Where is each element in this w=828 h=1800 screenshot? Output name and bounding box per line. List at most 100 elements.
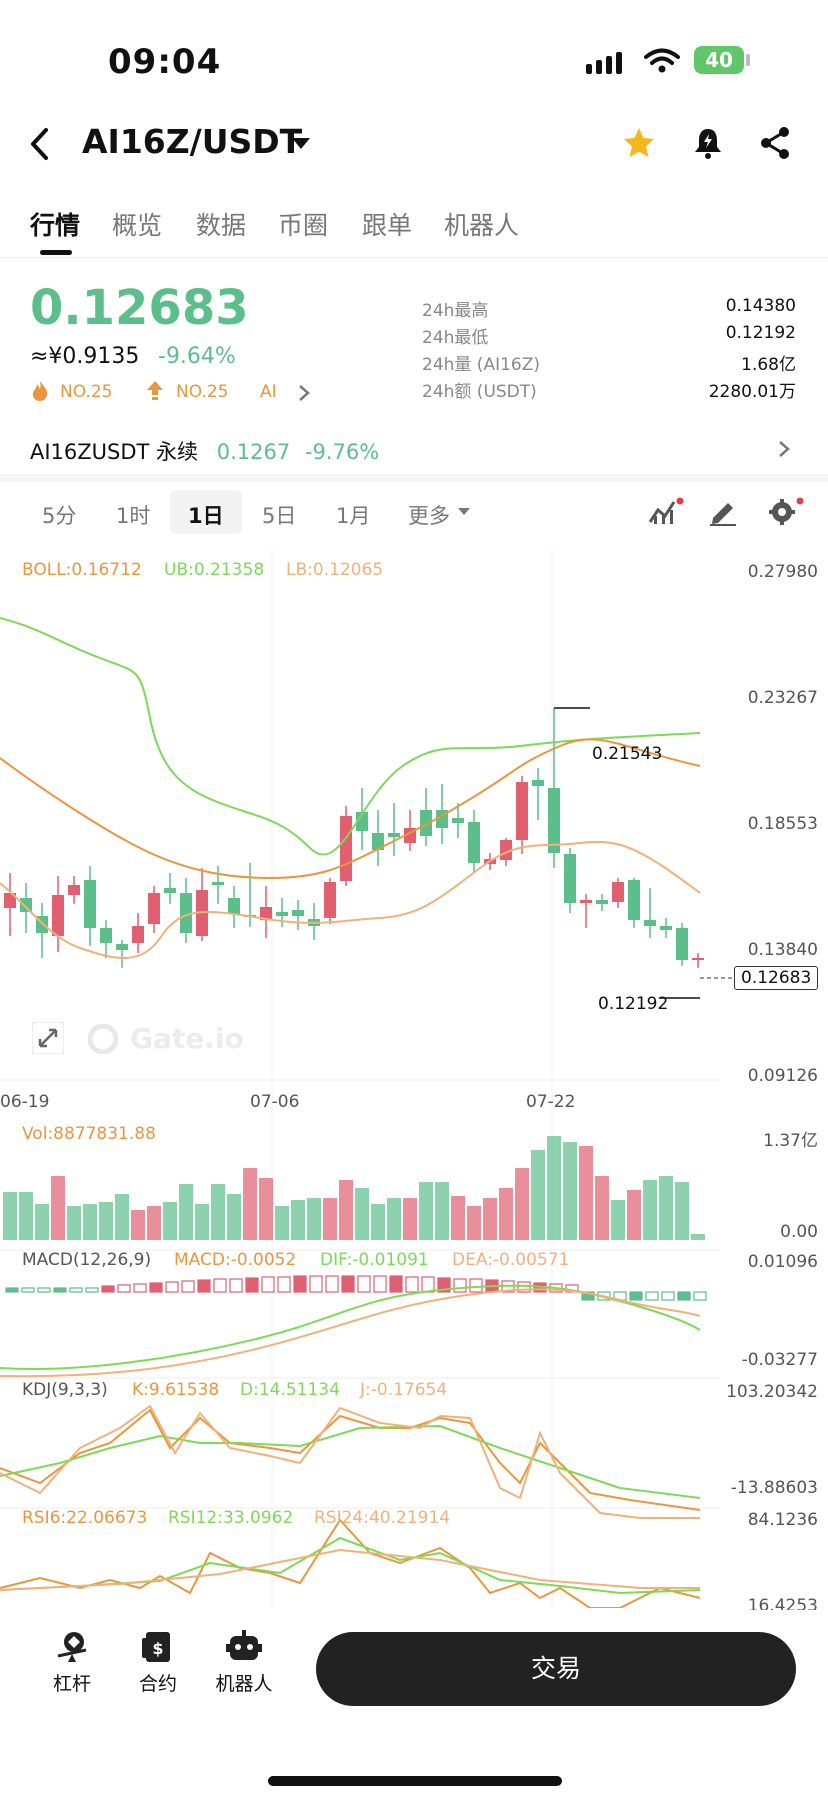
volume-bar	[291, 1200, 305, 1240]
divider	[0, 257, 828, 258]
y-axis-label: 0.13840	[747, 940, 818, 960]
candle-body	[676, 928, 688, 960]
tab-data[interactable]: 数据	[196, 211, 247, 240]
nav-contract[interactable]: $ 合约	[118, 1630, 198, 1696]
high-price-marker: 0.21543	[592, 744, 663, 764]
volume-bar	[483, 1198, 497, 1240]
volume-bar	[451, 1196, 465, 1240]
pair-title[interactable]: AI16Z/USDT	[82, 122, 303, 161]
fullscreen-icon[interactable]	[32, 1022, 64, 1054]
volume-bar	[467, 1206, 481, 1240]
volume-bar	[675, 1182, 689, 1240]
macd-dea: DEA:-0.00571	[452, 1250, 570, 1270]
nav-leverage[interactable]: 杠杆	[32, 1630, 112, 1696]
candle-body	[340, 816, 352, 881]
signal-icon	[586, 52, 622, 74]
macd-bar	[53, 1287, 67, 1293]
volume-bar	[179, 1184, 193, 1240]
volume-bar	[147, 1206, 161, 1240]
rsi6-line	[0, 1518, 701, 1608]
boll-label: BOLL:0.16712	[22, 560, 142, 580]
candle-body	[324, 882, 336, 918]
change-percent: -9.64%	[158, 344, 236, 369]
candle-body	[116, 944, 128, 950]
macd-bar	[101, 1285, 115, 1293]
gate-logo-icon	[88, 1024, 118, 1054]
tab-copy-trading[interactable]: 跟单	[362, 211, 413, 240]
macd-bar	[357, 1275, 371, 1293]
settings-gear-icon[interactable]	[768, 496, 804, 526]
draw-tool-icon[interactable]	[708, 496, 738, 526]
macd-bar	[677, 1291, 691, 1301]
candle-body	[20, 898, 32, 912]
tab-underline	[40, 250, 72, 255]
trade-button[interactable]: 交易	[316, 1632, 796, 1706]
candle-body	[276, 912, 288, 916]
tab-market[interactable]: 行情	[30, 211, 81, 240]
macd-bar	[421, 1276, 435, 1293]
tab-community[interactable]: 币圈	[278, 211, 329, 240]
macd-bar	[341, 1275, 355, 1293]
macd-bar	[469, 1278, 483, 1293]
boll-lb-label: LB:0.12065	[286, 560, 384, 580]
stat-high-value: 0.14380	[725, 296, 796, 316]
perpetual-change: -9.76%	[304, 440, 380, 464]
chevron-right-icon[interactable]	[778, 440, 790, 458]
kdj-max-label: 103.20342	[726, 1382, 818, 1402]
interval-5m[interactable]: 5分	[42, 504, 77, 528]
macd-min-label: -0.03277	[741, 1350, 818, 1370]
volume-bar	[3, 1192, 17, 1240]
volume-bar	[515, 1168, 529, 1240]
more-dropdown-icon[interactable]	[458, 508, 470, 516]
stat-volume-label: 24h量 (AI16Z)	[422, 355, 540, 375]
perpetual-price: 0.1267	[216, 440, 291, 464]
boll-upper-line	[0, 617, 701, 856]
perpetual-row[interactable]: AI16ZUSDT 永续 0.1267 -9.76%	[30, 436, 379, 466]
macd-bar	[629, 1291, 643, 1301]
watermark: Gate.io	[130, 1022, 244, 1055]
volume-bar	[115, 1194, 129, 1240]
macd-bar	[5, 1287, 19, 1293]
interval-1d[interactable]: 1日	[188, 504, 224, 528]
interval-1h[interactable]: 1时	[116, 504, 151, 528]
sector-tag[interactable]: AI	[260, 382, 277, 402]
stat-amount-value: 2280.01万	[708, 382, 796, 402]
rank-gainer[interactable]: NO.25	[176, 382, 229, 402]
volume-bar	[531, 1150, 545, 1240]
share-icon[interactable]	[760, 126, 792, 160]
volume-bar	[323, 1198, 337, 1240]
indicator-icon[interactable]	[648, 496, 684, 526]
y-axis-label: 0.18553	[747, 814, 818, 834]
candle-body	[532, 780, 544, 786]
back-icon[interactable]	[28, 126, 52, 162]
tab-robot[interactable]: 机器人	[444, 211, 520, 240]
alert-bell-icon[interactable]	[692, 126, 724, 160]
candle-body	[164, 888, 176, 893]
chevron-right-icon[interactable]	[298, 384, 310, 402]
candle-body	[4, 893, 16, 908]
nav-contract-label: 合约	[138, 1673, 177, 1695]
candle-body	[212, 882, 224, 885]
stat-volume-value: 1.68亿	[741, 355, 796, 375]
rsi6-label: RSI6:22.06673	[22, 1508, 148, 1528]
macd-bar	[133, 1283, 147, 1293]
volume-bar	[35, 1204, 49, 1240]
interval-more[interactable]: 更多	[408, 504, 450, 528]
rsi24-line	[0, 1548, 700, 1591]
interval-5d[interactable]: 5日	[262, 504, 297, 528]
low-price-marker: 0.12192	[598, 994, 669, 1014]
tab-overview[interactable]: 概览	[112, 211, 163, 240]
candle-body	[356, 812, 368, 831]
kdj-d: D:14.51134	[240, 1380, 340, 1400]
nav-robot[interactable]: 机器人	[204, 1630, 284, 1696]
candlestick-chart[interactable]	[0, 548, 828, 1608]
volume-bar	[355, 1188, 369, 1240]
candle-body	[628, 880, 640, 920]
dropdown-icon[interactable]	[292, 138, 310, 150]
volume-bar	[691, 1234, 705, 1240]
macd-bar	[149, 1282, 163, 1293]
rank-hot[interactable]: NO.25	[60, 382, 113, 402]
volume-bar	[307, 1198, 321, 1240]
star-icon[interactable]	[622, 126, 656, 160]
interval-1mo[interactable]: 1月	[336, 504, 371, 528]
